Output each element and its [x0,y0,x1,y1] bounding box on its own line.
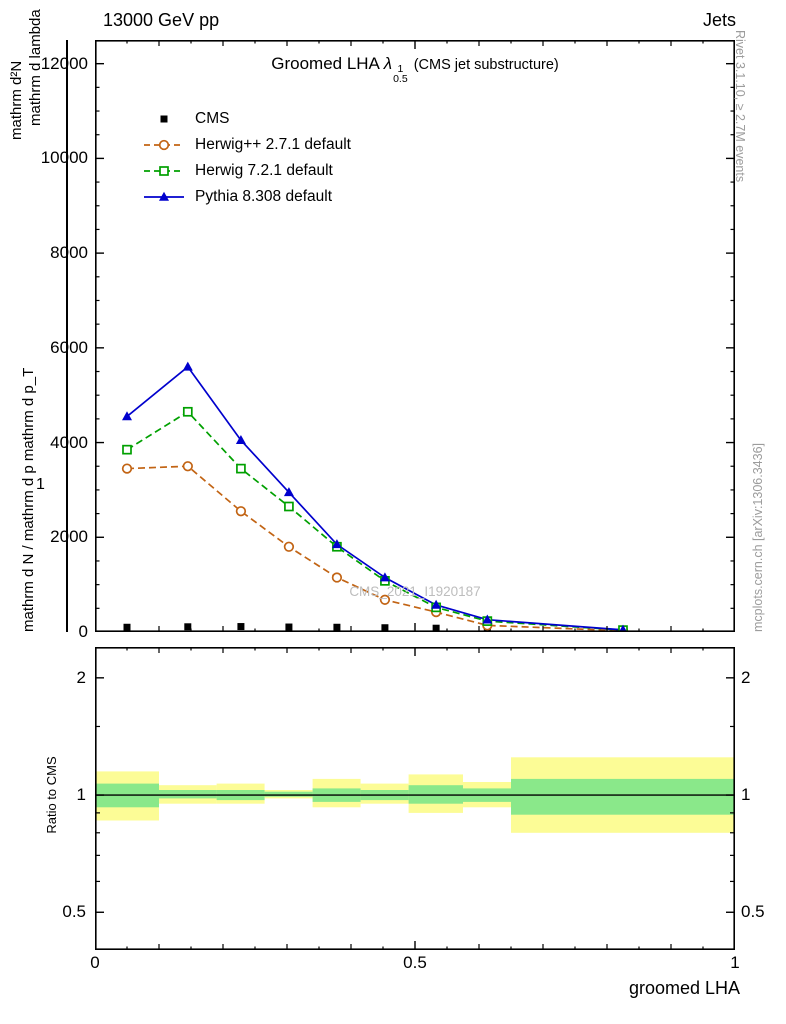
main-plot-svg [94,40,736,636]
y-axis-label-garbled-d2n: mathrm d²N [8,60,25,140]
y-tick-label: 2000 [50,527,88,547]
lambda-subscript: 0.5 [393,73,408,85]
y-tick-label: 4000 [50,432,88,452]
legend-item-herwig: Herwig 7.2.1 default [142,158,351,184]
plot-title: Groomed LHA λ 1 0.5 (CMS jet substructure) [95,54,735,84]
analysis-id-watermark: CMS_2021_I1920187 [349,584,481,599]
title-suffix: (CMS jet substructure) [409,57,559,73]
ratio-tick-label-left: 0.5 [62,902,86,922]
main-plot-canvas [94,40,736,636]
y-tick-label: 6000 [50,337,88,357]
y-tick-label: 12000 [40,53,88,73]
ratio-tick-label-left: 1 [76,785,86,805]
analysis-tag-label: Jets [702,10,736,30]
legend-label: CMS [195,110,230,127]
y-tick-label: 0 [78,622,88,641]
legend-label: Herwig++ 2.7.1 default [195,136,351,153]
legend-label: Herwig 7.2.1 default [195,162,333,179]
x-axis-label: groomed LHA [628,978,740,998]
legend-item-pythia: Pythia 8.308 default [142,184,351,210]
beam-energy-label: 13000 GeV pp [103,10,220,30]
ratio-tick-label-right: 1 [741,785,751,805]
ratio-tick-label-right: 2 [741,667,751,687]
lambda-indices: 1 0.5 [393,63,408,85]
y-axis-label-garbled-denominator: mathrm d N / mathrm d p mathrm d p_T [20,367,37,632]
legend-item-cms: CMS [142,106,351,132]
mcplots-arxiv-note: mcplots.cern.ch [arXiv:1306.3436] [751,443,765,632]
y-tick-label: 10000 [40,148,88,168]
legend-marker-circle-open-icon [144,139,184,151]
y-tick-label: 8000 [50,243,88,263]
lambda-superscript: 1 [397,63,404,75]
legend-marker-square-filled-icon [160,115,168,123]
ratio-plot-canvas [94,647,736,950]
lambda-symbol: λ [383,54,393,73]
legend-label: Pythia 8.308 default [195,188,333,205]
legend-item-herwigpp: Herwig++ 2.7.1 default [142,132,351,158]
title-text: Groomed LHA [271,54,384,73]
ratio-tick-label-right: 0.5 [741,902,765,922]
legend-marker-triangle-filled-icon [144,191,184,201]
y-axis-label-numerator: 1 [36,476,45,493]
x-tick-label: 1 [730,953,740,972]
x-tick-label: 0 [90,953,100,972]
x-tick-label: 0.5 [403,953,427,972]
rivet-version-note: Rivet 3.1.10, ≥ 2.7M events [733,30,747,183]
legend: CMS Herwig++ 2.7.1 default Herwig 7.2.1 de… [142,106,351,210]
y-axis-fraction-bar [66,40,68,632]
ratio-plot-svg [94,647,736,950]
legend-marker-square-open-icon [144,166,184,176]
ratio-tick-label-left: 2 [76,667,86,687]
